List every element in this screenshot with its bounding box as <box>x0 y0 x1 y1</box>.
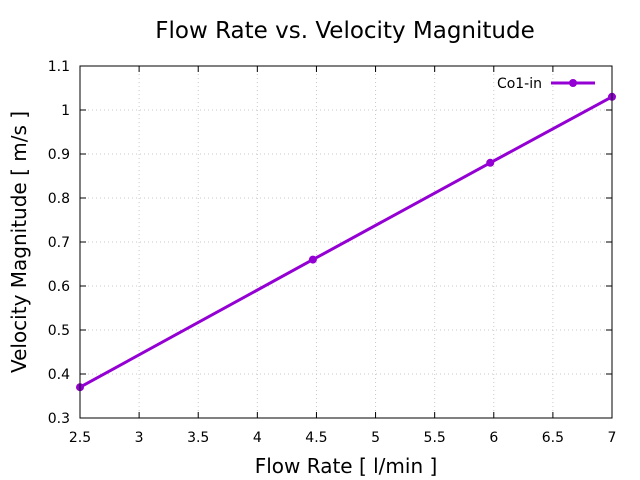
y-tick-label: 0.6 <box>48 279 70 295</box>
y-tick-label: 1.1 <box>48 59 70 75</box>
y-tick-label: 0.9 <box>48 147 70 163</box>
x-tick-label: 6 <box>489 430 498 446</box>
y-axis-ticks: 0.3 0.4 0.5 0.6 0.7 0.8 0.9 1 1.1 <box>48 59 612 427</box>
series-line <box>79 95 613 389</box>
y-tick-label: 0.8 <box>48 191 70 207</box>
x-tick-label: 6.5 <box>542 430 564 446</box>
x-tick-label: 7 <box>608 430 617 446</box>
x-tick-label: 3.5 <box>187 430 209 446</box>
y-tick-label: 1 <box>61 103 70 119</box>
data-point <box>486 158 495 167</box>
x-tick-label: 2.5 <box>69 430 91 446</box>
x-tick-label: 3 <box>135 430 144 446</box>
x-axis-label: Flow Rate [ l/min ] <box>255 454 438 478</box>
y-tick-label: 0.4 <box>48 367 70 383</box>
x-tick-label: 4.5 <box>305 430 327 446</box>
grid-lines <box>80 66 612 418</box>
plot-frame <box>79 65 613 419</box>
chart-title: Flow Rate vs. Velocity Magnitude <box>155 18 534 44</box>
y-tick-label: 0.3 <box>48 411 70 427</box>
y-axis-label: Velocity Magnitude [ m/s ] <box>7 111 31 373</box>
data-point <box>308 255 317 264</box>
series-layer <box>76 92 616 392</box>
x-axis-ticks: 2.5 3 3.5 4 4.5 5 5.5 6 6.5 7 <box>69 66 617 446</box>
legend-label: Co1-in <box>497 76 542 92</box>
x-tick-label: 5.5 <box>424 430 446 446</box>
y-tick-label: 0.7 <box>48 235 70 251</box>
y-tick-label: 0.5 <box>48 323 70 339</box>
x-tick-label: 4 <box>253 430 262 446</box>
legend: Co1-in <box>497 76 595 92</box>
x-tick-label: 5 <box>371 430 380 446</box>
legend-marker <box>569 79 577 87</box>
